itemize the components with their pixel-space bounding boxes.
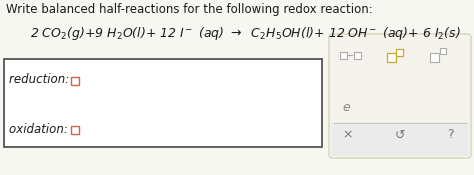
FancyBboxPatch shape bbox=[388, 52, 396, 61]
Text: ?: ? bbox=[447, 128, 453, 142]
Text: ×: × bbox=[343, 128, 353, 142]
Text: ↺: ↺ bbox=[395, 128, 405, 142]
FancyBboxPatch shape bbox=[71, 126, 79, 134]
FancyBboxPatch shape bbox=[430, 52, 439, 61]
FancyBboxPatch shape bbox=[340, 51, 347, 58]
FancyBboxPatch shape bbox=[355, 51, 362, 58]
FancyBboxPatch shape bbox=[329, 34, 471, 158]
Text: $\it{e}$: $\it{e}$ bbox=[342, 101, 351, 114]
FancyBboxPatch shape bbox=[4, 59, 322, 147]
FancyBboxPatch shape bbox=[331, 122, 469, 156]
Text: reduction:: reduction: bbox=[9, 73, 73, 86]
Text: oxidation:: oxidation: bbox=[9, 123, 72, 136]
Text: Write balanced half-reactions for the following redox reaction:: Write balanced half-reactions for the fo… bbox=[6, 3, 373, 16]
FancyBboxPatch shape bbox=[396, 48, 403, 55]
FancyBboxPatch shape bbox=[71, 77, 79, 85]
Text: 2 CO$_2$(g)+9 H$_2$O($\it{l}$)+ 12 I$^-$ (aq) $\rightarrow$  C$_2$H$_5$OH($\it{l: 2 CO$_2$(g)+9 H$_2$O($\it{l}$)+ 12 I$^-$… bbox=[30, 25, 461, 42]
FancyBboxPatch shape bbox=[440, 48, 446, 54]
